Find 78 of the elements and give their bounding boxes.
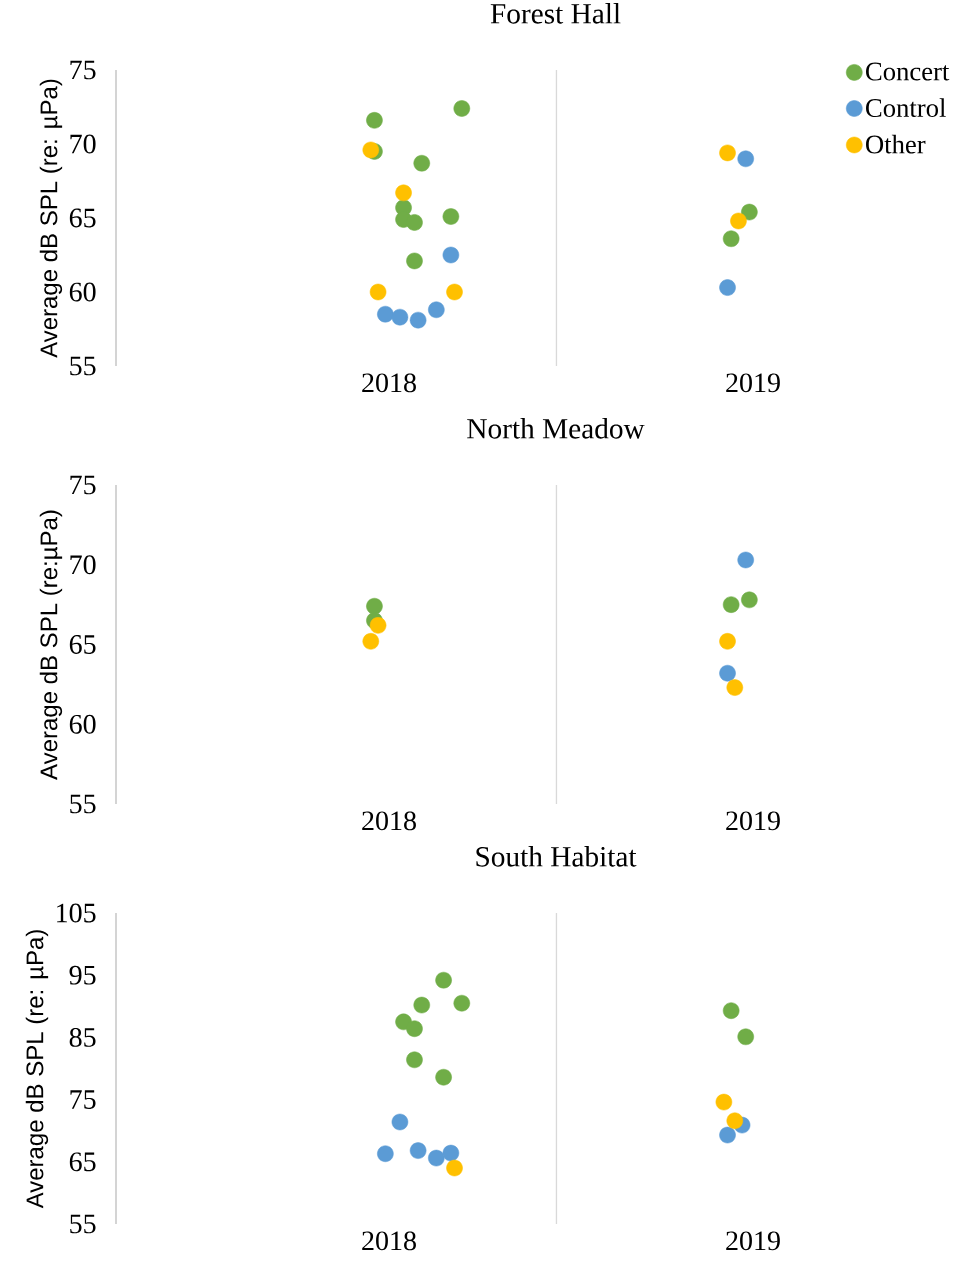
point: [362, 141, 380, 159]
point: [442, 1144, 460, 1162]
x-tick-label: 2019: [726, 373, 780, 393]
legend-label: Concert: [866, 62, 950, 81]
y-tick-label: 65: [69, 635, 96, 654]
y-axis-title: Average dB SPL (re: µPa): [25, 930, 49, 1209]
point: [453, 994, 471, 1012]
y-tick-label: 95: [69, 965, 96, 985]
point: [428, 301, 445, 319]
chart-title: North Meadow: [467, 418, 645, 439]
x-tick-label: 2018: [362, 1231, 416, 1251]
point: [722, 230, 740, 247]
point: [741, 591, 758, 609]
chart-title: Forest Hall: [490, 3, 621, 24]
y-tick-label: 60: [69, 282, 96, 302]
y-tick-label: 55: [70, 794, 96, 814]
point: [428, 1149, 445, 1167]
point: [413, 154, 431, 172]
y-tick-label: 70: [70, 134, 96, 154]
point: [722, 596, 740, 613]
point: [369, 283, 387, 301]
y-tick-label: 55: [70, 356, 96, 376]
point: [737, 150, 754, 168]
legend-label: Other: [866, 134, 926, 154]
point: [719, 664, 736, 682]
point: [391, 308, 409, 326]
legend-label: Control: [866, 98, 946, 117]
x-tick-label: 2018: [362, 811, 416, 831]
point: [369, 617, 387, 634]
y-axis-title: Average dB SPL (re:µPa): [39, 510, 63, 780]
y-tick-label: 55: [70, 1214, 96, 1234]
point: [715, 1093, 733, 1111]
point: [377, 305, 394, 323]
y-tick-label: 75: [70, 1090, 96, 1109]
point: [366, 112, 383, 129]
point: [406, 252, 423, 270]
point: [726, 1112, 744, 1130]
x-tick-label: 2019: [726, 1231, 780, 1251]
x-tick-label: 2019: [726, 811, 780, 831]
x-tick-label: 2018: [362, 373, 416, 393]
point: [726, 679, 744, 696]
point: [435, 971, 452, 989]
point: [719, 144, 736, 162]
point: [395, 184, 412, 202]
point: [366, 597, 383, 615]
point: [719, 633, 736, 650]
y-tick-label: 75: [70, 60, 96, 80]
chart-title: South Habitat: [476, 846, 637, 867]
point: [453, 100, 471, 117]
y-tick-label: 85: [69, 1027, 96, 1047]
point: [391, 1113, 409, 1131]
point: [446, 283, 463, 301]
point: [362, 633, 380, 650]
y-tick-label: 65: [69, 1152, 96, 1172]
point: [409, 311, 427, 329]
y-tick-label: 65: [69, 208, 96, 228]
point: [737, 551, 754, 569]
point: [406, 1020, 423, 1037]
point: [442, 208, 460, 225]
point: [406, 1051, 423, 1069]
point: [719, 279, 736, 296]
point: [737, 1028, 754, 1046]
point: [377, 1145, 394, 1162]
y-axis-title: Average dB SPL (re: µPa): [39, 79, 63, 358]
point: [719, 1126, 736, 1144]
point: [406, 214, 423, 231]
point: [435, 1068, 452, 1086]
point: [741, 203, 758, 221]
point: [409, 1142, 427, 1159]
y-tick-label: 105: [57, 903, 96, 923]
y-tick-label: 70: [70, 555, 96, 575]
point: [442, 246, 460, 264]
point: [446, 1159, 463, 1177]
y-tick-label: 60: [69, 714, 96, 734]
point: [413, 996, 431, 1014]
y-tick-label: 75: [70, 475, 96, 495]
point: [730, 212, 747, 230]
point: [722, 1002, 740, 1019]
